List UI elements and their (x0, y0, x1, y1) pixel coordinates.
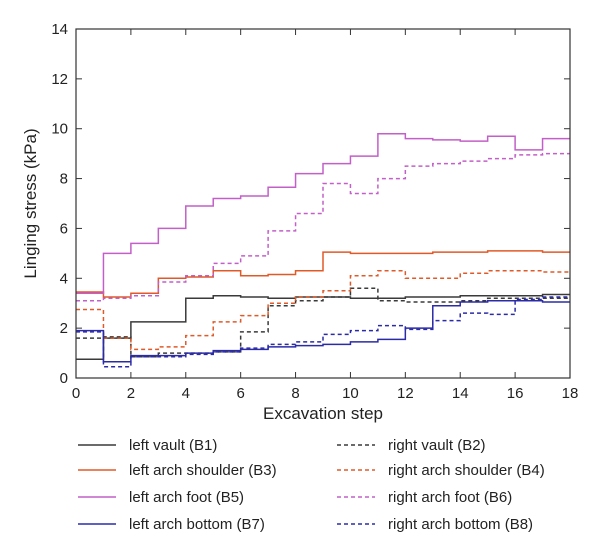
series-line (76, 132, 570, 294)
x-axis: 0 2 4 6 8 10 12 14 16 18 (72, 29, 579, 402)
legend-label: right arch shoulder (B4) (388, 462, 545, 479)
legend-label: right arch bottom (B8) (388, 516, 533, 533)
legend: left vault (B1) right vault (B2) left arch… (78, 437, 545, 533)
x-tick-label: 16 (507, 385, 524, 402)
y-axis-title: Linging stress (kPa) (21, 128, 40, 278)
x-tick-label: 10 (342, 385, 359, 402)
legend-label: left arch foot (B5) (129, 489, 244, 506)
y-tick-label: 8 (60, 171, 68, 188)
y-tick-label: 2 (60, 320, 68, 337)
y-axis: 0 2 4 6 8 10 12 14 (51, 21, 570, 387)
x-tick-label: 0 (72, 385, 80, 402)
series-line (76, 270, 570, 351)
legend-label: left vault (B1) (129, 437, 217, 454)
series-line (76, 152, 570, 302)
legend-label: right arch foot (B6) (388, 489, 512, 506)
y-tick-label: 12 (51, 71, 68, 88)
legend-label: right vault (B2) (388, 437, 486, 454)
y-tick-label: 14 (51, 21, 68, 38)
x-tick-label: 12 (397, 385, 414, 402)
y-tick-label: 0 (60, 370, 68, 387)
y-tick-label: 6 (60, 220, 68, 237)
plot-frame (75, 28, 571, 379)
series-line (76, 299, 570, 363)
x-tick-label: 2 (127, 385, 135, 402)
x-tick-label: 14 (452, 385, 469, 402)
x-tick-label: 8 (291, 385, 299, 402)
series-line (76, 287, 570, 358)
y-tick-label: 4 (60, 270, 68, 287)
x-tick-label: 6 (236, 385, 244, 402)
y-tick-label: 10 (51, 121, 68, 138)
x-tick-label: 18 (562, 385, 579, 402)
plot-lines (76, 132, 570, 368)
x-axis-title: Excavation step (263, 404, 383, 423)
x-tick-label: 4 (182, 385, 190, 402)
legend-label: left arch bottom (B7) (129, 516, 265, 533)
legend-label: left arch shoulder (B3) (129, 462, 277, 479)
